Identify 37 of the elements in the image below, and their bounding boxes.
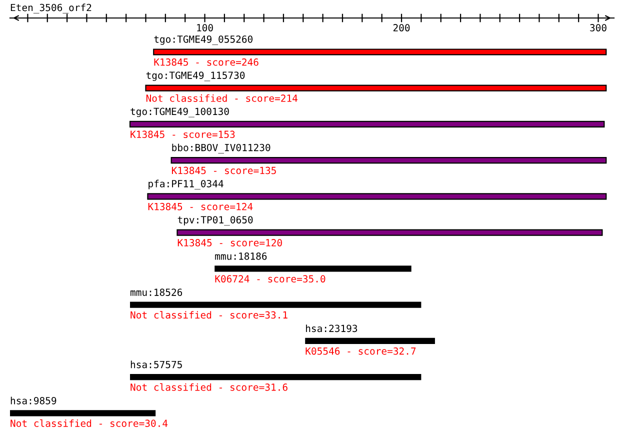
bar xyxy=(10,410,156,416)
bar xyxy=(170,157,607,164)
annotation: K13845 - score=135 xyxy=(172,166,276,174)
y-tick-label: mmu:18186 xyxy=(215,252,267,260)
y-tick-label: hsa:57575 xyxy=(130,360,182,368)
y-tick-label: tgo:TGME49_055260 xyxy=(154,36,252,46)
annotation: Not classified - score=214 xyxy=(146,94,298,102)
y-tick-label: tpv:TP01_0650 xyxy=(178,216,253,226)
y-tick-label: tgo:TGME49_115730 xyxy=(146,72,245,82)
bar xyxy=(214,266,412,272)
chart-title: Eten_3506_orf2 xyxy=(10,4,92,14)
annotation: Not classified - score=30.4 xyxy=(10,419,168,427)
annotation: K13845 - score=153 xyxy=(130,130,235,138)
bar xyxy=(130,374,422,380)
y-tick-label: bbo:BBOV_IV011230 xyxy=(172,144,270,154)
annotation: K05546 - score=32.7 xyxy=(306,347,416,355)
annotation: K06724 - score=35.0 xyxy=(215,275,326,283)
bar xyxy=(145,84,607,92)
annotation: K13845 - score=246 xyxy=(154,58,258,66)
bar xyxy=(153,48,607,56)
bar xyxy=(130,302,422,308)
bar xyxy=(176,229,603,236)
annotation: K13845 - score=120 xyxy=(178,239,282,246)
bar xyxy=(147,193,607,200)
annotation: K13845 - score=124 xyxy=(148,202,253,210)
x-tick-label: 300 xyxy=(590,24,606,32)
annotation: Not classified - score=33.1 xyxy=(130,311,288,319)
bar xyxy=(305,338,435,344)
y-tick-label: hsa:23193 xyxy=(306,324,358,332)
x-tick-label: 200 xyxy=(393,24,410,32)
bar xyxy=(129,120,605,128)
annotation: Not classified - score=31.6 xyxy=(130,383,288,391)
y-tick-label: hsa:9859 xyxy=(10,396,56,404)
y-tick-label: mmu:18526 xyxy=(130,288,182,296)
x-tick-label: 100 xyxy=(197,24,213,32)
y-tick-label: pfa:PF11_0344 xyxy=(148,180,224,190)
y-tick-label: tgo:TGME49_100130 xyxy=(130,108,229,118)
